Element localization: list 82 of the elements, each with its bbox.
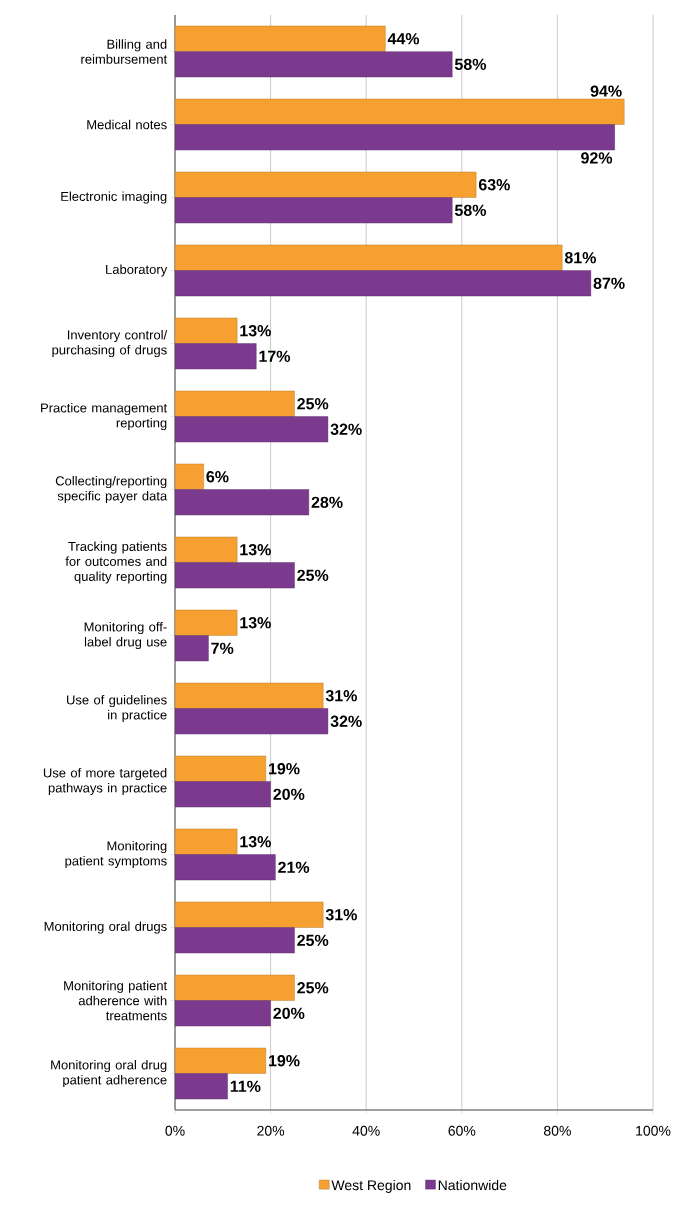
data-label: 44% — [387, 33, 420, 45]
x-tick-label: 100% — [636, 1125, 671, 1136]
bar — [175, 562, 295, 589]
data-label: 6% — [206, 471, 229, 483]
data-label: 20% — [273, 1007, 305, 1019]
bar — [175, 25, 386, 52]
data-label: 63% — [478, 179, 510, 191]
data-label: 13% — [240, 544, 271, 556]
data-label: 81% — [564, 252, 596, 264]
bar — [175, 609, 238, 636]
bar — [175, 1073, 228, 1100]
y-tick-label: Laboratory — [106, 264, 168, 277]
y-tick-label: Monitoring patient adherence with treatments — [64, 980, 168, 1021]
bar — [175, 98, 625, 125]
y-tick-label: Electronic imaging — [61, 191, 167, 204]
y-tick-label: Monitoring off-label drug use — [84, 621, 167, 650]
data-label: 19% — [269, 1055, 300, 1067]
data-label: 17% — [259, 350, 291, 362]
data-label: 94% — [590, 85, 622, 97]
data-label: 21% — [278, 861, 310, 873]
data-label: 13% — [240, 836, 271, 848]
bar — [175, 489, 310, 516]
data-label: 11% — [230, 1080, 261, 1092]
data-label: 32% — [330, 423, 362, 435]
bar — [175, 124, 615, 151]
y-tick-label: Monitoring oral drug patient adherence — [51, 1059, 167, 1088]
x-tick-label: 60% — [448, 1125, 476, 1136]
y-tick-label: Use of more targeted pathways in practice — [43, 767, 167, 796]
bar — [175, 854, 276, 881]
data-label: 25% — [297, 934, 329, 946]
bar — [175, 416, 329, 443]
data-label: 7% — [211, 642, 234, 654]
data-label: 58% — [454, 58, 487, 70]
data-label: 31% — [325, 909, 357, 921]
data-label: 25% — [297, 982, 329, 994]
y-tick-label: Use of guidelines in practice — [67, 694, 167, 723]
data-label: 92% — [581, 152, 613, 164]
bar — [175, 51, 453, 78]
bar — [175, 317, 238, 344]
data-label: 25% — [297, 398, 329, 410]
y-tick-label: Inventory control/ purchasing of drugs — [52, 329, 168, 358]
bar — [175, 755, 267, 782]
data-label: 25% — [297, 569, 329, 581]
bar — [175, 171, 477, 198]
legend-label: Nationwide — [438, 1179, 507, 1191]
bar — [175, 1047, 267, 1074]
bar — [175, 901, 324, 928]
data-label: 13% — [240, 617, 271, 629]
bar — [175, 635, 209, 662]
data-label: 58% — [454, 204, 487, 216]
bar — [175, 197, 453, 224]
legend-label: West Region — [331, 1179, 411, 1193]
y-tick-label: Billing and reimbursement — [81, 39, 168, 64]
bar — [175, 343, 257, 370]
bar — [175, 974, 295, 1001]
bar — [175, 682, 324, 709]
bar — [175, 781, 271, 808]
bar — [175, 927, 295, 954]
y-tick-label: Collecting/reporting specific payer data — [55, 475, 168, 504]
y-tick-label: Tracking patients for outcomes and quality reporting — [65, 541, 167, 584]
bar — [175, 828, 238, 855]
bar — [175, 536, 238, 563]
y-tick-label: Monitoring patient symptoms — [65, 840, 167, 869]
bar — [175, 270, 592, 297]
data-label: 19% — [269, 763, 300, 775]
y-tick-label: Practice management reporting — [41, 402, 168, 431]
x-tick-label: 40% — [352, 1125, 380, 1136]
x-tick-label: 80% — [544, 1125, 571, 1136]
bar — [175, 708, 329, 735]
data-label: 87% — [593, 277, 625, 289]
data-label: 32% — [330, 715, 362, 727]
bar — [175, 244, 563, 271]
bar — [175, 390, 295, 417]
bar — [175, 1000, 271, 1027]
data-label: 28% — [311, 496, 343, 508]
data-label: 31% — [325, 690, 357, 702]
data-label: 20% — [273, 788, 305, 800]
y-tick-label: Medical notes — [87, 119, 167, 130]
x-tick-label: 20% — [257, 1125, 285, 1136]
x-tick-label: 0% — [165, 1125, 185, 1136]
data-label: 13% — [240, 325, 271, 337]
y-tick-label: Monitoring oral drugs — [44, 921, 167, 934]
